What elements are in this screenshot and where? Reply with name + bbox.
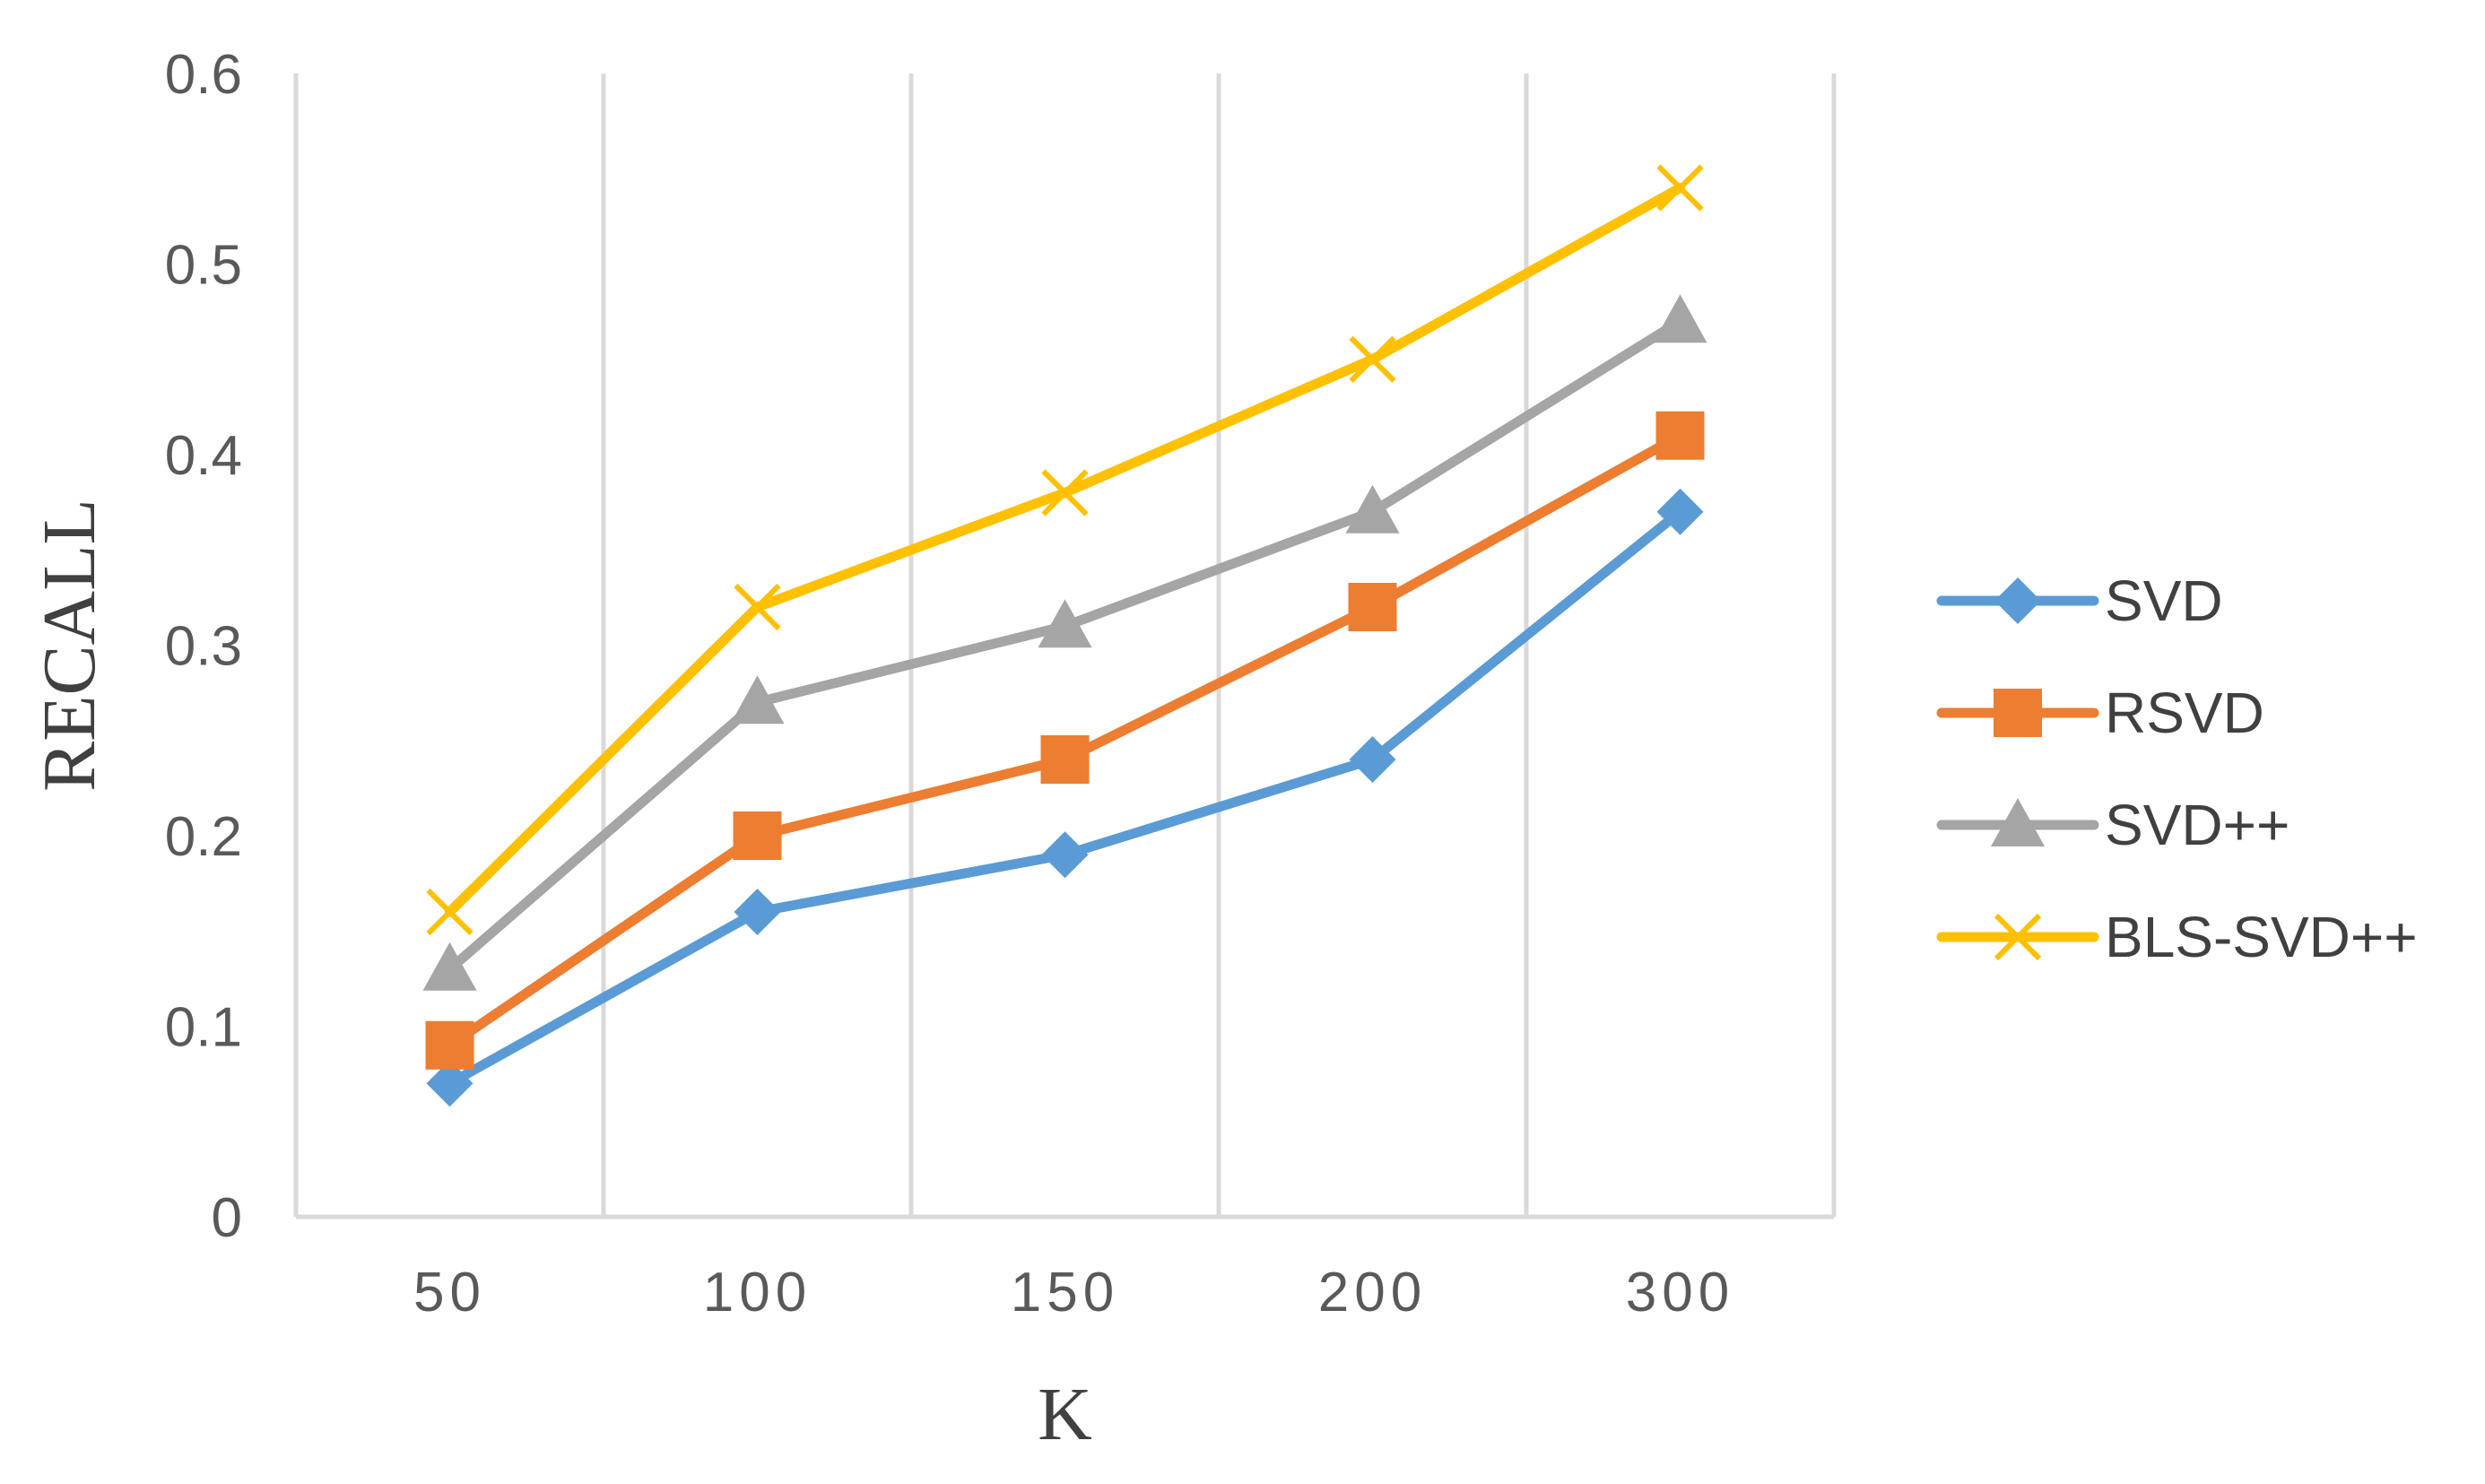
y-tick-label: 0.3 (165, 616, 242, 678)
legend-label: SVD (2105, 568, 2223, 633)
y-axis-title: RECALL (28, 499, 111, 792)
x-tick-labels: 50 100 150 200 300 (413, 1262, 1734, 1323)
data-point-marker (734, 583, 781, 631)
data-point-marker (426, 1060, 474, 1107)
y-tick-label: 0.1 (165, 997, 242, 1059)
y-tick-labels: 0 0.1 0.2 0.3 0.4 0.5 0.6 (165, 44, 242, 1249)
data-point-marker (1349, 335, 1396, 383)
x-tick-label: 300 (1626, 1262, 1734, 1323)
data-point-marker (730, 675, 785, 725)
series-bls-svd- (426, 164, 1704, 936)
data-point-marker (426, 888, 474, 936)
legend-item: BLS-SVD++ (1936, 905, 2418, 969)
x-tick-label: 200 (1318, 1262, 1427, 1323)
x-tick-label: 50 (413, 1262, 486, 1323)
data-point-marker (425, 1020, 474, 1070)
data-point-marker (1653, 294, 1707, 343)
data-point-marker (1349, 736, 1396, 783)
data-point-marker (1040, 735, 1090, 784)
data-point-marker (422, 942, 477, 991)
y-tick-label: 0.2 (165, 806, 242, 868)
data-point-marker (1041, 831, 1089, 879)
y-tick-label: 0 (212, 1187, 242, 1249)
data-point-marker (1994, 577, 2041, 624)
data-point-marker (1345, 484, 1400, 534)
data-point-marker (1656, 164, 1704, 212)
y-tick-label: 0.4 (165, 425, 242, 487)
data-point-marker (1656, 488, 1704, 535)
data-point-marker (1991, 798, 2045, 846)
x-tick-label: 100 (703, 1262, 812, 1323)
legend-label: BLS-SVD++ (2105, 905, 2418, 969)
data-point-marker (734, 889, 781, 935)
legend: SVD RSVD SVD++ BLS-SVD++ (1936, 568, 2418, 969)
data-point-marker (733, 811, 782, 860)
series-line (445, 507, 1685, 1089)
legend-label: RSVD (2105, 681, 2264, 745)
data-point-marker (1655, 411, 1705, 460)
grid-lines (293, 74, 1837, 1217)
legend-label: SVD++ (2105, 793, 2290, 857)
data-point-marker (1348, 583, 1397, 631)
series-svd (426, 488, 1704, 1107)
legend-item: SVD (1936, 568, 2223, 633)
data-point-marker (1994, 689, 2042, 737)
series-rsvd (425, 411, 1705, 1070)
data-point-marker (1994, 913, 2042, 961)
data-point-marker (1041, 469, 1089, 516)
data-point-marker (1038, 599, 1092, 648)
series-svd- (422, 294, 1707, 991)
series-lines (422, 164, 1707, 1107)
x-axis-title: K (1038, 1373, 1092, 1456)
legend-item: RSVD (1936, 681, 2264, 745)
y-tick-label: 0.5 (165, 235, 242, 297)
x-tick-label: 150 (1011, 1262, 1119, 1323)
y-tick-label: 0.6 (165, 44, 242, 106)
legend-item: SVD++ (1936, 793, 2290, 857)
